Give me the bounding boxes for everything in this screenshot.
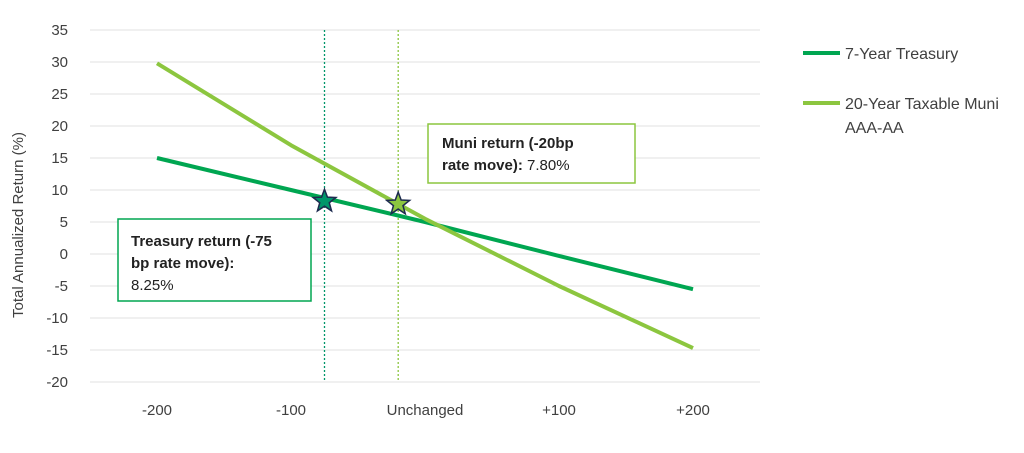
x-tick-label: +100 [542, 402, 576, 419]
treasury-callout-line2: bp rate move): [131, 255, 234, 272]
star-marker-treasury [311, 187, 338, 213]
muni-callout-line2: rate move): 7.80% [442, 157, 570, 174]
series-line-treasury [156, 156, 694, 292]
series-lines [155, 61, 694, 350]
y-tick-label: -10 [46, 310, 68, 327]
treasury-callout-box [117, 218, 312, 302]
y-tick-label: 30 [51, 54, 68, 71]
y-tick-label: 0 [60, 246, 68, 263]
legend-label-muni-line2: AAA-AA [845, 120, 904, 137]
markers [311, 187, 412, 216]
treasury-callout: Treasury return (-75 bp rate move): 8.25… [117, 218, 312, 302]
muni-callout-value: 7.80% [523, 157, 570, 174]
y-tick-label: 25 [51, 86, 68, 103]
muni-callout-box [427, 123, 636, 184]
y-tick-label: 10 [51, 182, 68, 199]
y-tick-label: -5 [55, 278, 68, 295]
y-tick-label: 5 [60, 214, 68, 231]
x-tick-label: -200 [142, 402, 172, 419]
star-marker-muni [384, 189, 412, 216]
legend-label-treasury: 7-Year Treasury [845, 46, 958, 63]
muni-callout: Muni return (-20bp rate move): 7.80% [427, 123, 636, 184]
x-tick-label: +200 [676, 402, 710, 419]
legend-label-muni: 20-Year Taxable Muni [845, 96, 999, 113]
y-axis-ticks: 35 30 25 20 15 10 5 0 -5 -10 -15 -20 [46, 22, 68, 391]
legend: 7-Year Treasury 20-Year Taxable Muni AAA… [803, 46, 999, 137]
y-tick-label: -20 [46, 374, 68, 391]
grid [90, 29, 760, 383]
y-tick-label: 35 [51, 22, 68, 39]
y-axis-label: Total Annualized Return (%) [10, 132, 27, 318]
x-tick-label: Unchanged [387, 402, 464, 419]
muni-callout-line2-label: rate move): [442, 157, 523, 174]
series-line-muni [155, 61, 694, 350]
y-tick-label: 15 [51, 150, 68, 167]
x-axis-ticks: -200 -100 Unchanged +100 +200 [142, 402, 710, 419]
treasury-callout-line1: Treasury return (-75 [131, 233, 272, 250]
muni-callout-line1: Muni return (-20bp [442, 135, 574, 152]
y-tick-label: -15 [46, 342, 68, 359]
treasury-callout-value: 8.25% [131, 277, 174, 294]
y-tick-label: 20 [51, 118, 68, 135]
x-tick-label: -100 [276, 402, 306, 419]
